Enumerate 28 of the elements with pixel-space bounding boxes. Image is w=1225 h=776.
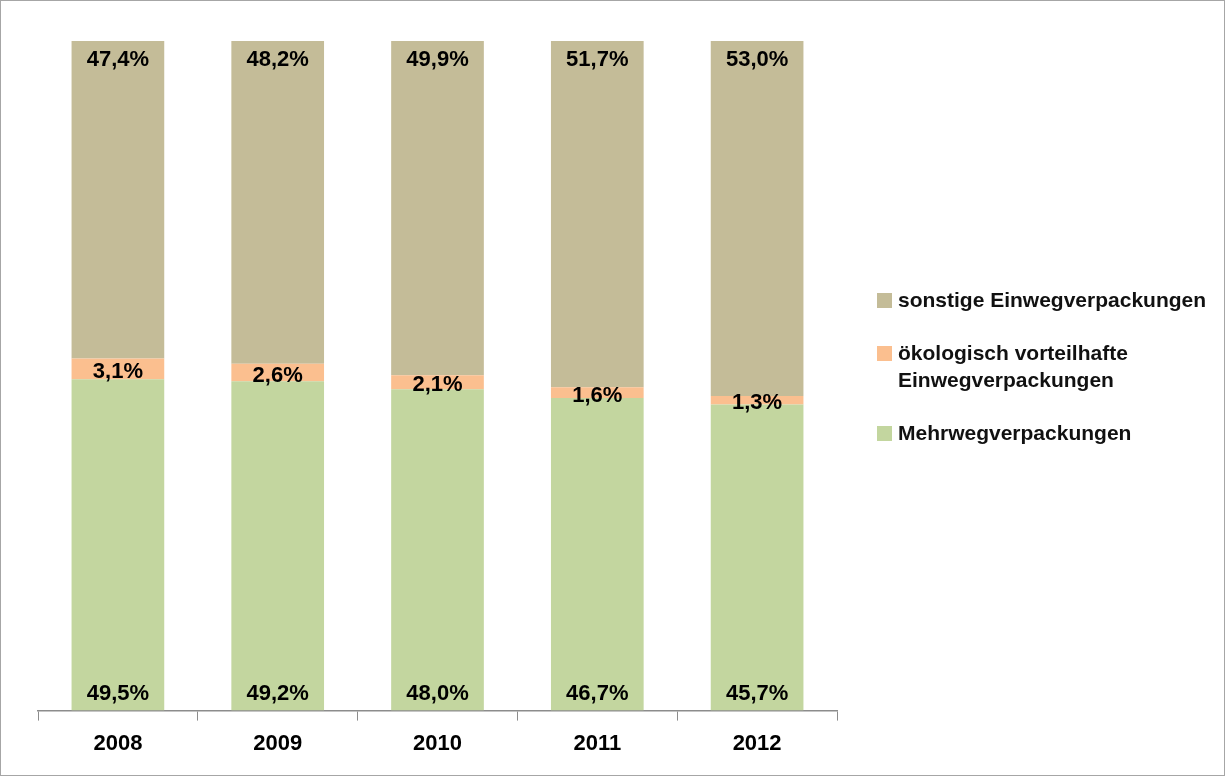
x-tick-label: 2011 bbox=[573, 729, 622, 755]
data-label: 3,1% bbox=[92, 357, 143, 383]
data-label: 51,7% bbox=[566, 46, 629, 72]
data-label: 1,6% bbox=[572, 381, 623, 407]
bar bbox=[710, 41, 804, 396]
data-label: 2,1% bbox=[412, 371, 463, 397]
bar bbox=[550, 41, 644, 388]
data-label: 45,7% bbox=[725, 679, 789, 705]
data-label: 53,0% bbox=[725, 46, 789, 72]
data-label: 2,6% bbox=[252, 361, 303, 387]
x-tick-label: 2009 bbox=[253, 729, 303, 755]
data-label: 48,0% bbox=[406, 679, 469, 705]
x-tick-label: 2012 bbox=[732, 729, 782, 755]
data-label: 49,2% bbox=[246, 679, 309, 705]
legend-label: sonstige Einwegverpackungen bbox=[898, 287, 1207, 313]
data-label: 49,9% bbox=[406, 46, 469, 72]
bar bbox=[71, 41, 165, 359]
x-tick-label: 2008 bbox=[93, 729, 143, 755]
legend-label: ökologisch vorteilhafte Einwegverpackungen bbox=[898, 340, 1129, 393]
x-tick-label: 2010 bbox=[413, 729, 462, 755]
data-label: 49,5% bbox=[86, 679, 150, 705]
bar bbox=[231, 41, 325, 364]
data-label: 48,2% bbox=[246, 46, 309, 72]
data-label: 47,4% bbox=[86, 46, 150, 72]
legend-label: Mehrwegverpackungen bbox=[898, 420, 1132, 446]
data-label: 46,7% bbox=[566, 679, 629, 705]
bar bbox=[391, 41, 484, 376]
data-label: 1,3% bbox=[732, 389, 783, 415]
